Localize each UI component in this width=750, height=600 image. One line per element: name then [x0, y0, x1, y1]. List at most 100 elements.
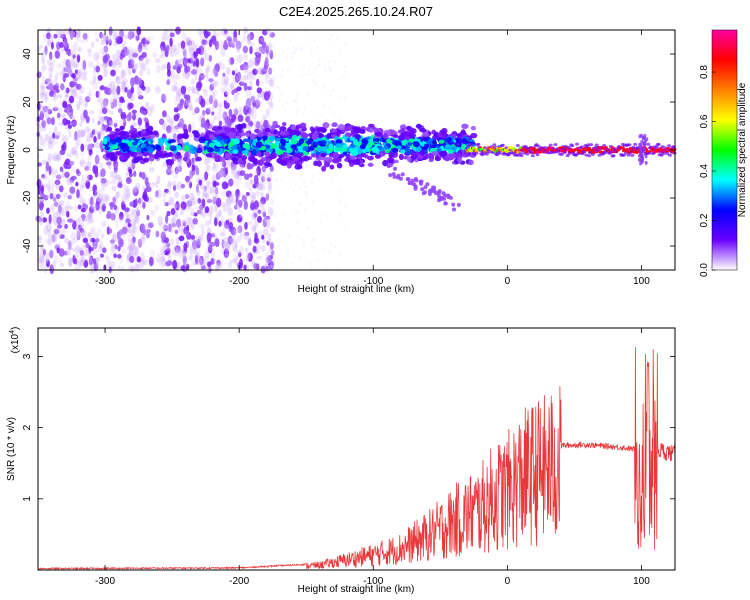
spectrogram-mark	[222, 241, 227, 250]
spectrogram-mark	[165, 214, 169, 224]
spectrogram-mark	[84, 250, 88, 256]
spectrogram-mark	[374, 154, 382, 159]
spectrogram-mark	[155, 259, 162, 264]
spectrogram-mark	[198, 233, 204, 241]
spectrogram-mark	[253, 226, 257, 234]
spectrogram-mark	[223, 78, 229, 88]
spectrogram-mark	[46, 193, 51, 199]
spectrogram-mark	[106, 161, 112, 166]
spectrogram-mark	[109, 120, 114, 127]
spectrogram-mark	[197, 197, 202, 204]
spectrogram-mark	[53, 201, 59, 207]
spectrogram-mark	[199, 257, 204, 263]
spectrogram-mark	[80, 156, 85, 164]
spectrogram-mark	[142, 259, 148, 265]
spectrogram-mark	[553, 143, 558, 147]
spectrogram-mark	[181, 32, 187, 40]
snr-scale-close: )	[10, 327, 21, 330]
spectrogram-mark	[173, 85, 178, 92]
spectrogram-mark	[191, 169, 196, 176]
spectrogram-mark	[230, 198, 235, 204]
spectrogram-mark	[265, 215, 270, 220]
spectrogram-mark	[120, 68, 126, 79]
spectrogram-mark	[233, 107, 239, 116]
spectrogram-mark	[104, 255, 110, 261]
spectrogram-mark	[654, 145, 659, 149]
spectrogram-mark	[160, 257, 167, 268]
spectrogram-mark	[127, 59, 132, 69]
spectrogram-mark	[293, 50, 296, 54]
spectrogram-mark	[142, 108, 148, 116]
spectrogram-mark	[97, 130, 103, 136]
spectrogram-mark	[94, 37, 100, 43]
spectrogram-mark	[91, 129, 96, 135]
spectrogram-mark	[307, 93, 310, 97]
spectrogram-mark	[204, 40, 211, 46]
spectrogram-mark	[68, 95, 75, 104]
spectrogram-mark	[101, 203, 106, 212]
spectrogram-mark	[170, 70, 176, 79]
spectrogram-mark	[75, 83, 82, 90]
spectrogram-mark	[112, 64, 118, 72]
spectrogram-mark	[88, 149, 93, 156]
spectrogram-mark	[48, 34, 53, 45]
spectrogram-mark	[149, 181, 156, 188]
spectrogram-mark	[138, 198, 144, 209]
spectrogram-mark	[61, 133, 65, 141]
spectrogram-mark	[245, 234, 251, 241]
spectrogram-mark	[623, 151, 628, 155]
spectrogram-mark	[273, 129, 278, 135]
spectrogram-mark	[67, 239, 73, 247]
spectrogram-mark	[89, 186, 93, 192]
spectrogram-mark	[206, 180, 210, 189]
spectrogram-mark	[136, 209, 141, 217]
spectrogram-mark	[189, 254, 194, 261]
spectrogram-mark	[322, 103, 325, 107]
spectrogram-mark	[106, 210, 112, 219]
spectrogram-mark	[191, 157, 195, 162]
spectrogram-mark	[102, 98, 109, 105]
spectrogram-mark	[166, 79, 171, 86]
spectrogram-mark	[174, 229, 179, 235]
y-tick-label: -20	[22, 190, 33, 205]
spectrogram-mark	[189, 42, 193, 53]
spectrogram-mark	[267, 53, 270, 57]
spectrogram-mark	[190, 121, 196, 132]
spectrogram-mark	[189, 192, 195, 201]
spectrogram-mark	[66, 210, 70, 218]
spectrogram-mark	[189, 245, 194, 256]
spectrogram-mark	[305, 193, 309, 197]
spectrogram-mark	[189, 149, 197, 154]
spectrogram-mark	[176, 65, 181, 74]
spectrogram-mark	[204, 171, 209, 181]
spectrogram-mark	[602, 144, 607, 147]
spectrogram-mark	[105, 34, 112, 41]
spectrogram-mark	[261, 175, 265, 183]
spectrogram-mark	[69, 160, 75, 166]
spectrogram-mark	[220, 247, 225, 254]
spectrogram-mark	[382, 159, 389, 167]
spectrogram-mark	[71, 73, 76, 79]
spectrogram-mark	[102, 54, 108, 64]
spectrogram-mark	[39, 90, 43, 98]
spectrogram-mark	[87, 128, 92, 138]
spectrogram-mark	[317, 133, 324, 139]
spectrogram-mark	[318, 171, 322, 175]
spectrogram-mark	[236, 45, 241, 54]
spectrogram-mark	[48, 214, 52, 224]
spectrogram-mark	[204, 220, 210, 227]
spectrogram-mark	[116, 52, 120, 61]
spectrogram-mark	[74, 149, 79, 160]
spectrogram-mark	[437, 196, 442, 200]
spectrogram-mark	[128, 151, 135, 156]
spectrogram-mark	[129, 145, 137, 152]
spectrogram-mark	[184, 65, 188, 74]
spectrogram-mark	[383, 132, 388, 140]
spectrogram-mark	[191, 69, 197, 75]
spectrogram-mark	[282, 212, 285, 216]
spectrogram-mark	[135, 35, 140, 41]
spectrogram-mark	[111, 243, 117, 253]
spectrogram-mark	[50, 41, 54, 50]
spectrogram-mark	[256, 91, 263, 99]
